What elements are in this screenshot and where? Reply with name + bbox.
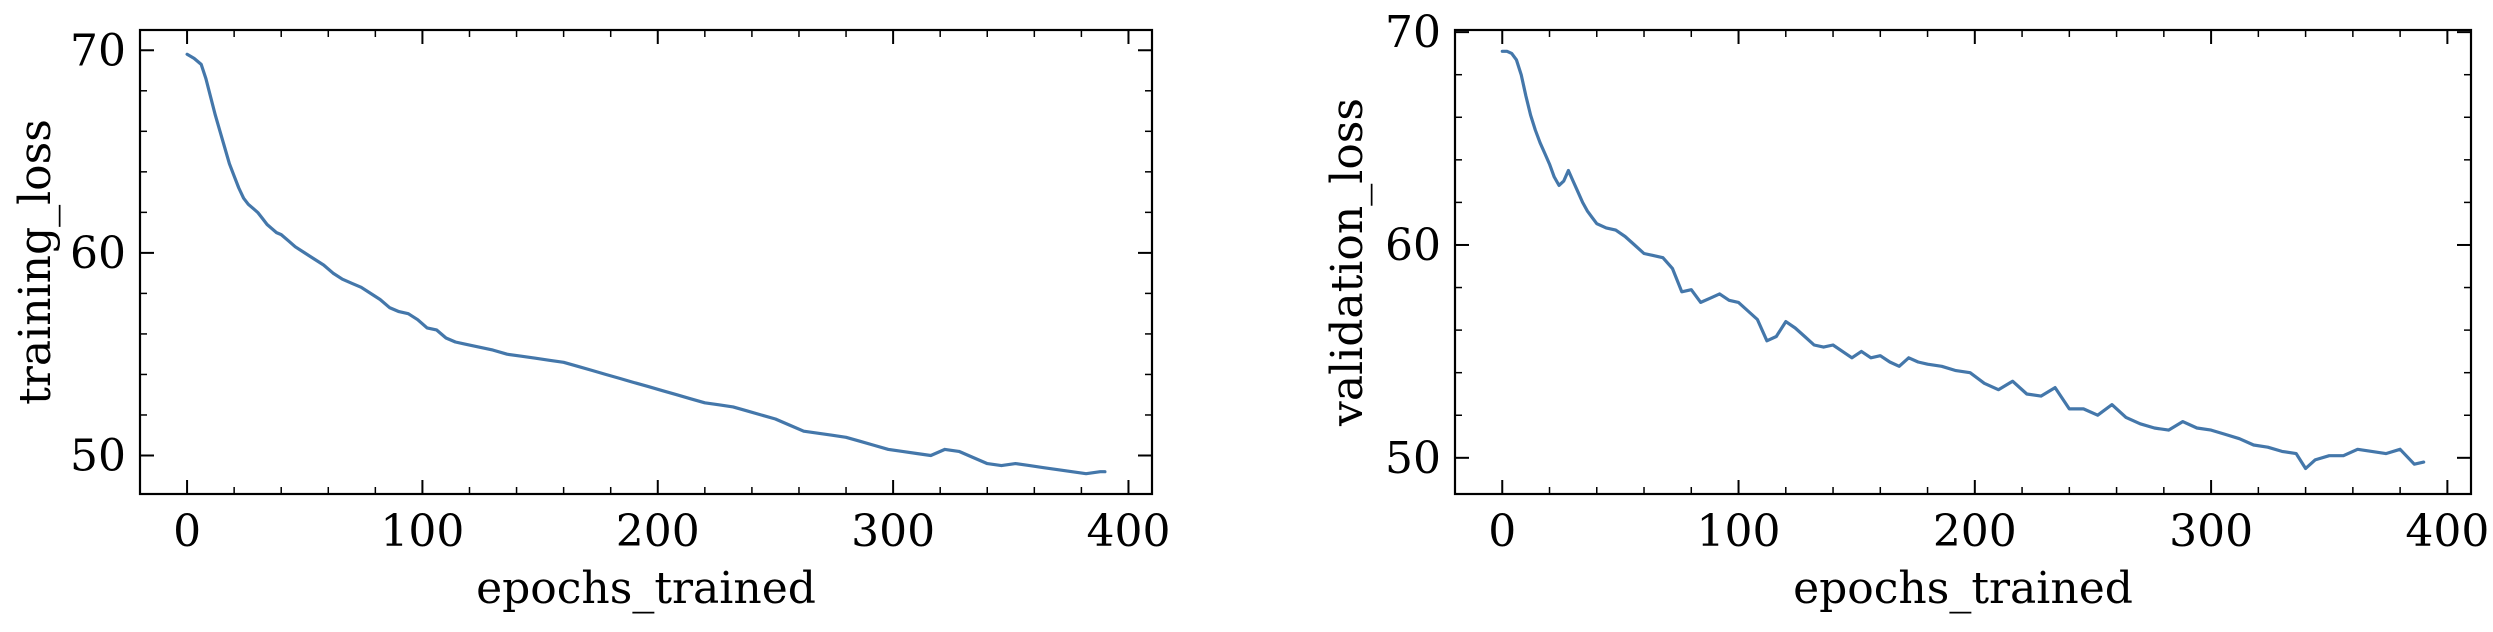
- x-axis-label: epochs_trained: [1793, 563, 2133, 614]
- x-tick-label: 300: [2169, 506, 2253, 557]
- x-tick-label: 200: [1933, 506, 2017, 557]
- plot-frame: [138, 28, 1154, 496]
- y-tick-label: 50: [1385, 433, 1441, 484]
- series-line: [1500, 49, 2426, 471]
- x-axis-label: epochs_trained: [476, 563, 816, 614]
- x-tick-label: 200: [616, 506, 700, 557]
- x-tick-label: 100: [1697, 506, 1781, 557]
- y-axis-label: training_loss: [10, 119, 61, 405]
- plot-frame: [1453, 28, 2473, 496]
- training-loss-chart: 0 100 200 300 400 50 60 70 epochs_trained trainin…: [10, 25, 1170, 614]
- y-tick-label: 70: [70, 25, 126, 76]
- y-tick-label: 50: [70, 431, 126, 482]
- x-tick-label: 300: [851, 506, 935, 557]
- y-tick-label: 70: [1385, 7, 1441, 58]
- x-tick-label: 0: [1488, 506, 1516, 557]
- x-tick-label: 0: [173, 506, 201, 557]
- series-line: [185, 52, 1107, 476]
- y-tick-label: 60: [1385, 220, 1441, 271]
- y-axis-label: validation_loss: [1322, 98, 1373, 427]
- x-tick-label: 400: [1086, 506, 1170, 557]
- x-tick-label: 400: [2405, 506, 2489, 557]
- validation-loss-chart: 0 100 200 300 400 50 60 70 epochs_trained validat…: [1322, 7, 2489, 614]
- x-tick-label: 100: [380, 506, 464, 557]
- y-tick-label: 60: [70, 228, 126, 279]
